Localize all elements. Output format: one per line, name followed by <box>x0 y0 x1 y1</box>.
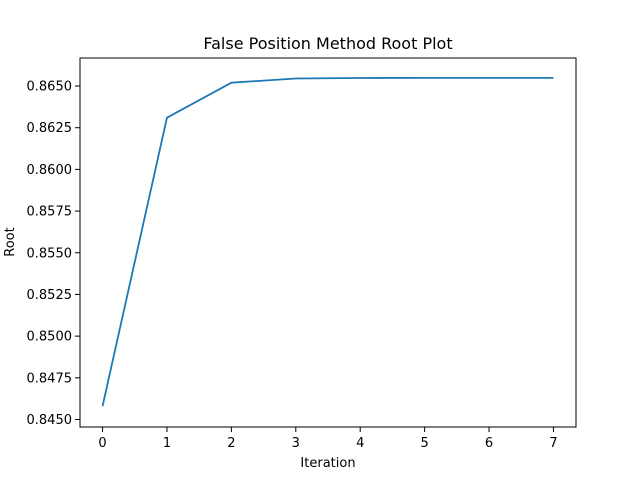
y-tick-label: 0.8475 <box>27 371 73 386</box>
y-tick-label: 0.8450 <box>27 413 73 428</box>
x-tick-label: 5 <box>420 436 428 451</box>
y-tick-label: 0.8625 <box>27 121 73 136</box>
y-tick-label: 0.8550 <box>27 246 73 261</box>
y-tick-label: 0.8500 <box>27 330 73 345</box>
y-axis-label: Root <box>3 227 18 256</box>
y-tick-label: 0.8650 <box>27 80 73 95</box>
x-axis-ticks: 0 1 2 3 4 5 6 7 <box>98 427 558 451</box>
y-tick-label: 0.8525 <box>27 288 73 303</box>
x-tick-label: 0 <box>98 436 106 451</box>
y-tick-label: 0.8600 <box>27 163 73 178</box>
x-axis-label: Iteration <box>300 456 355 471</box>
y-tick-label: 0.8575 <box>27 205 73 220</box>
x-tick-label: 7 <box>549 436 557 451</box>
x-tick-label: 6 <box>485 436 493 451</box>
series-line <box>101 76 554 407</box>
x-tick-label: 3 <box>292 436 300 451</box>
x-tick-label: 4 <box>356 436 364 451</box>
x-tick-label: 2 <box>227 436 235 451</box>
plot-area <box>79 57 577 428</box>
plot-frame <box>79 57 577 428</box>
x-tick-label: 1 <box>163 436 171 451</box>
series-layer <box>101 76 554 407</box>
chart-title: False Position Method Root Plot <box>203 34 452 53</box>
y-axis-ticks: 0.8450 0.8475 0.8500 0.8525 0.8550 0.8575 0.86… <box>27 80 80 428</box>
